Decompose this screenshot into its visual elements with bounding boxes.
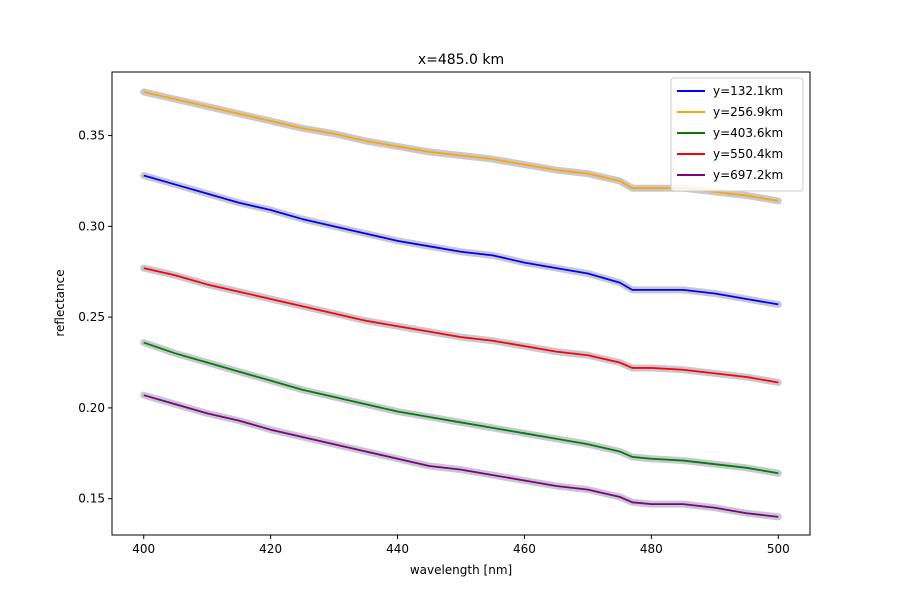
plot-frame [111, 71, 811, 536]
chart-title: x=485.0 km [418, 52, 504, 68]
x-tick-label: 400 [132, 542, 155, 556]
x-tick-label: 500 [767, 542, 790, 556]
series-line-y-697-2km [143, 394, 779, 518]
series-line-y-403-6km [143, 341, 779, 475]
legend: y=132.1km y=256.9km y=403.6km y=550.4km y=69… [670, 77, 804, 192]
y-axis-label: reflectance [53, 269, 67, 336]
x-tick-label: 440 [386, 542, 409, 556]
legend-label: y=550.4km [713, 147, 783, 161]
uncertainty-band-y-132-1km [140, 171, 782, 308]
uncertainty-band-y-550-4km [140, 264, 782, 386]
legend-box [670, 77, 804, 192]
uncertainty-band-y-697-2km [140, 391, 782, 521]
plot-area [140, 88, 782, 521]
x-tick-label: 420 [259, 542, 282, 556]
series-line-y-256-9km [143, 91, 779, 202]
x-axis-label: wavelength [nm] [410, 563, 512, 577]
x-tick-label: 460 [513, 542, 536, 556]
legend-label: y=403.6km [713, 126, 783, 140]
legend-label: y=697.2km [713, 168, 783, 182]
legend-label: y=256.9km [713, 105, 783, 119]
y-tick-label: 0.15 [78, 492, 105, 506]
x-tick-label: 480 [640, 542, 663, 556]
series-line-y-132-1km [143, 174, 779, 306]
legend-label: y=132.1km [713, 84, 783, 98]
y-tick-label: 0.25 [78, 310, 105, 324]
y-tick-label: 0.20 [78, 401, 105, 415]
y-tick-label: 0.35 [78, 129, 105, 143]
y-axis: 0.15 0.20 0.25 0.30 0.35 [78, 129, 112, 506]
x-axis: 400 420 440 460 480 500 [132, 535, 790, 556]
series-line-y-550-4km [143, 267, 779, 384]
y-tick-label: 0.30 [78, 219, 105, 233]
uncertainty-band-y-403-6km [140, 339, 782, 477]
